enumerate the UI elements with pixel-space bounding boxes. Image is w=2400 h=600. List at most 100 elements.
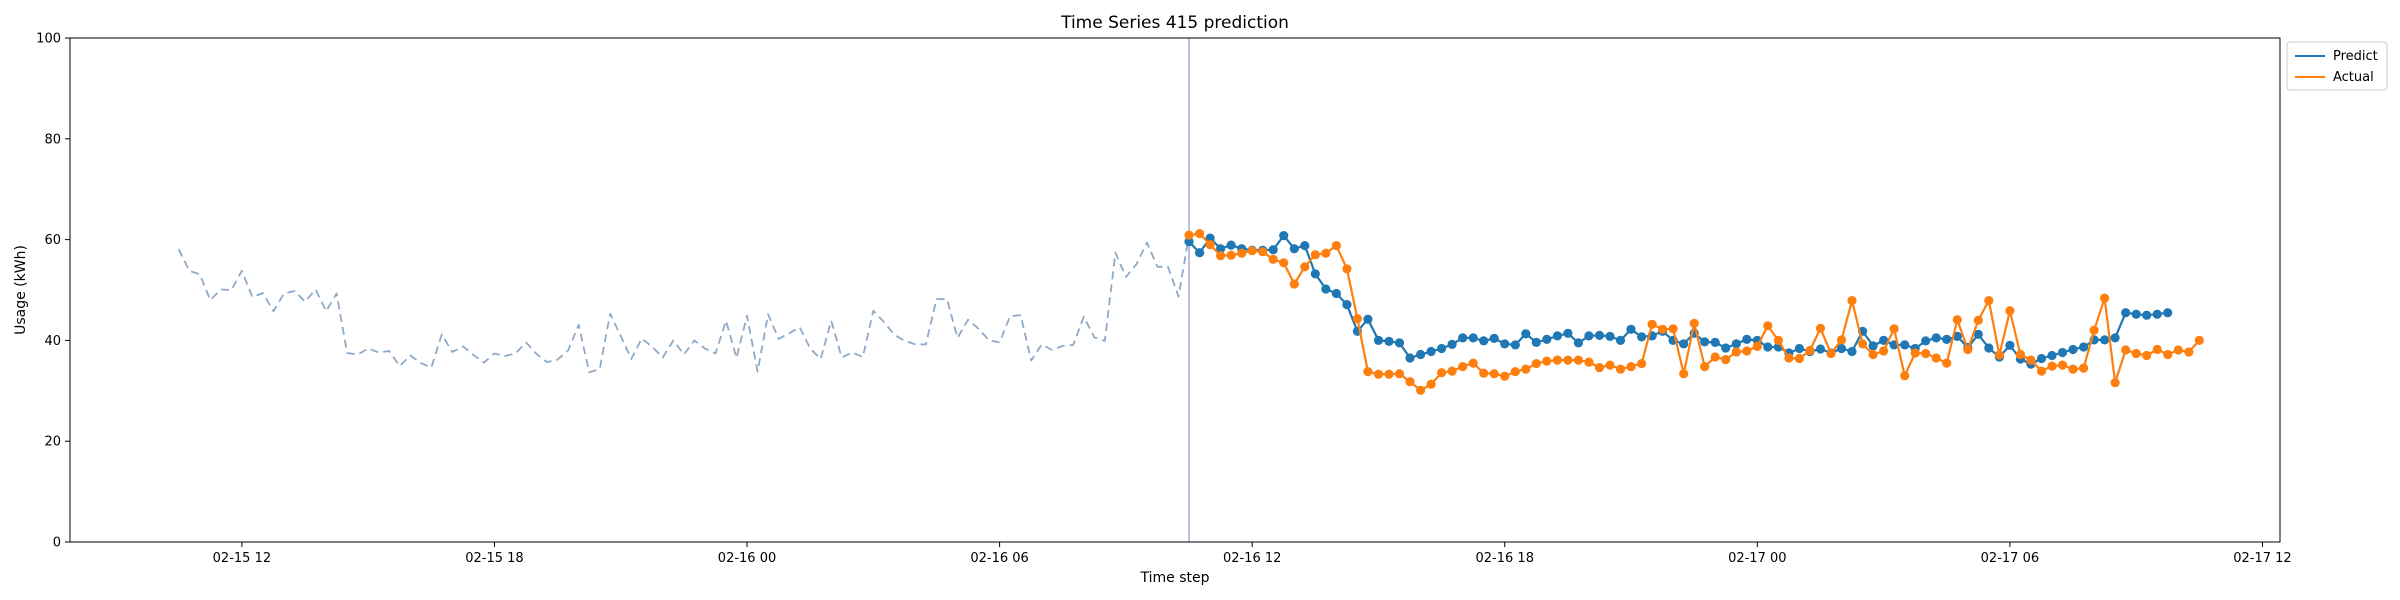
- point-prediction-66: [1879, 335, 1889, 345]
- x-tick-label-8: 02-17 12: [2233, 551, 2291, 566]
- y-tick-label-4: 80: [44, 132, 61, 147]
- point-prediction-43: [1637, 332, 1647, 342]
- point-prediction-65: [1868, 341, 1878, 351]
- point-actual-15: [1342, 264, 1352, 274]
- chart-title: Time Series 415 prediction: [1060, 13, 1289, 33]
- point-actual-29: [1489, 369, 1499, 379]
- point-actual-86: [2089, 325, 2099, 335]
- point-actual-1: [1195, 229, 1205, 239]
- point-prediction-76: [1984, 343, 1994, 353]
- point-prediction-29: [1489, 333, 1499, 343]
- point-prediction-23: [1426, 346, 1436, 357]
- point-actual-18: [1373, 369, 1384, 379]
- ticks-layer: 0 20 40 60 80 100 02-15 12 02-15 18 02-16 00 02-1…: [36, 32, 2292, 567]
- x-tick-label-7: 02-17 06: [1981, 551, 2039, 566]
- point-prediction-28: [1479, 336, 1489, 346]
- point-actual-61: [1826, 348, 1836, 359]
- point-prediction-0: [1184, 237, 1194, 247]
- point-actual-89: [2121, 345, 2131, 355]
- point-actual-66: [1879, 346, 1889, 356]
- point-prediction-71: [1931, 333, 1941, 343]
- point-prediction-33: [1531, 337, 1541, 347]
- y-axis-label: Usage (kWh): [13, 245, 29, 335]
- point-actual-43: [1637, 359, 1647, 369]
- point-actual-4: [1226, 250, 1236, 260]
- point-prediction-9: [1279, 231, 1289, 241]
- point-actual-64: [1858, 339, 1868, 349]
- point-prediction-13: [1321, 284, 1331, 294]
- point-prediction-55: [1763, 342, 1773, 352]
- point-prediction-39: [1594, 330, 1605, 340]
- point-prediction-85: [2079, 342, 2089, 352]
- point-prediction-20: [1394, 338, 1405, 348]
- point-actual-55: [1763, 321, 1773, 331]
- point-prediction-89: [2121, 308, 2131, 318]
- series-layer: [177, 229, 2204, 395]
- point-prediction-1: [1195, 248, 1205, 258]
- point-actual-93: [2163, 349, 2173, 360]
- point-actual-46: [1668, 324, 1678, 334]
- x-tick-label-5: 02-16 18: [1476, 551, 1534, 566]
- point-actual-76: [1984, 296, 1994, 306]
- point-actual-74: [1963, 344, 1973, 355]
- point-actual-16: [1352, 314, 1362, 324]
- point-actual-52: [1731, 347, 1741, 357]
- point-actual-2: [1205, 240, 1215, 250]
- point-prediction-14: [1331, 288, 1341, 299]
- point-prediction-63: [1847, 346, 1857, 357]
- point-actual-94: [2173, 345, 2183, 355]
- point-prediction-84: [2068, 344, 2078, 355]
- point-prediction-58: [1794, 343, 1804, 354]
- point-actual-81: [2036, 366, 2047, 376]
- point-actual-22: [1416, 385, 1426, 395]
- point-actual-62: [1836, 335, 1847, 345]
- x-axis-label: Time step: [1140, 570, 1210, 586]
- point-actual-41: [1615, 364, 1626, 374]
- point-actual-85: [2079, 363, 2089, 373]
- point-actual-51: [1721, 355, 1731, 365]
- point-actual-57: [1784, 353, 1794, 363]
- x-tick-label-0: 02-15 12: [213, 551, 271, 566]
- point-prediction-30: [1500, 339, 1510, 349]
- point-actual-56: [1773, 335, 1783, 345]
- point-prediction-90: [2131, 309, 2141, 319]
- y-tick-label-0: 0: [53, 536, 61, 551]
- point-actual-50: [1710, 352, 1720, 362]
- point-prediction-21: [1405, 353, 1415, 363]
- point-actual-63: [1847, 296, 1857, 306]
- point-actual-10: [1289, 279, 1299, 289]
- point-actual-3: [1216, 251, 1226, 261]
- point-prediction-47: [1679, 339, 1689, 349]
- point-prediction-38: [1584, 331, 1594, 341]
- point-actual-23: [1426, 379, 1436, 389]
- point-actual-75: [1973, 315, 1983, 325]
- point-actual-25: [1447, 366, 1457, 376]
- point-actual-0: [1184, 230, 1194, 240]
- x-tick-label-2: 02-16 00: [718, 551, 776, 566]
- point-actual-27: [1468, 358, 1478, 368]
- point-prediction-87: [2100, 335, 2110, 345]
- point-actual-69: [1910, 348, 1920, 358]
- series-history: [177, 234, 1190, 374]
- series-line-prediction: [1188, 234, 2168, 366]
- point-actual-34: [1542, 356, 1552, 366]
- point-actual-59: [1805, 345, 1815, 356]
- point-prediction-72: [1942, 334, 1952, 344]
- point-prediction-83: [2057, 347, 2068, 358]
- point-prediction-32: [1521, 329, 1531, 339]
- legend-label-actual: Actual: [2333, 70, 2374, 85]
- point-actual-11: [1300, 262, 1310, 272]
- point-prediction-70: [1921, 336, 1931, 346]
- point-prediction-24: [1437, 343, 1447, 354]
- point-prediction-34: [1542, 334, 1552, 344]
- point-actual-44: [1647, 319, 1657, 329]
- point-prediction-91: [2142, 310, 2152, 320]
- series-actual: [1184, 229, 2204, 395]
- point-prediction-19: [1384, 336, 1394, 346]
- point-actual-45: [1658, 324, 1668, 334]
- point-prediction-22: [1416, 349, 1426, 360]
- point-actual-58: [1794, 353, 1804, 364]
- point-actual-13: [1321, 248, 1331, 258]
- point-prediction-10: [1289, 244, 1299, 254]
